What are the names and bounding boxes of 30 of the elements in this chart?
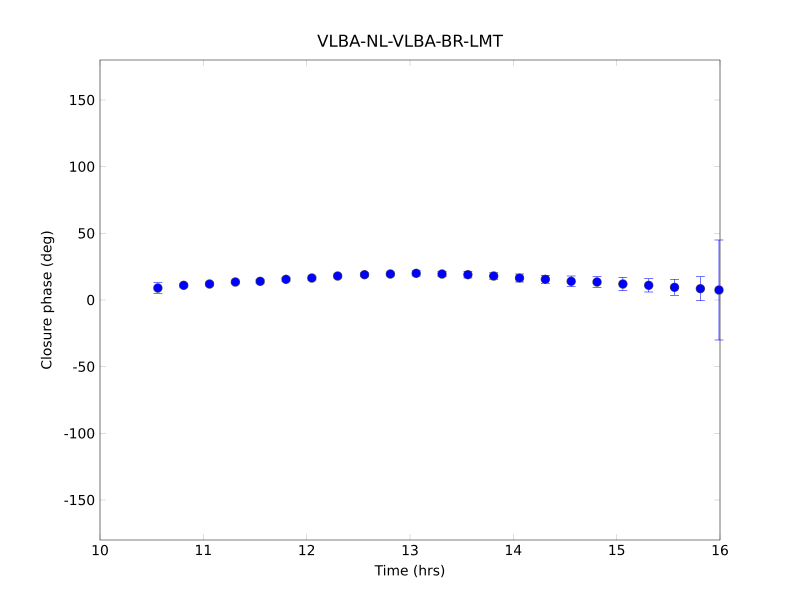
y-tick-label: 100 <box>70 161 94 172</box>
point <box>281 274 291 284</box>
y-axis-title: Closure phase (deg) <box>40 232 54 369</box>
point <box>307 273 317 283</box>
x-axis-title: Time (hrs) <box>374 564 444 578</box>
point <box>360 270 370 280</box>
y-tick-label: 150 <box>70 94 94 106</box>
y-tick-label: -50 <box>73 361 94 372</box>
x-tick-label: 10 <box>92 544 108 556</box>
x-tick-label: 12 <box>299 544 314 556</box>
point <box>332 271 342 281</box>
point <box>178 280 188 290</box>
y-tick-label: 0 <box>87 294 94 306</box>
point <box>386 269 396 279</box>
point <box>670 282 680 292</box>
x-tick-label: 16 <box>712 544 728 556</box>
point <box>255 276 265 286</box>
point <box>714 285 724 295</box>
x-tick-label: 15 <box>609 544 624 556</box>
x-tick-label: 14 <box>506 544 522 555</box>
point <box>204 279 214 289</box>
y-tick-label: -100 <box>64 428 94 439</box>
y-tick-label: -150 <box>64 494 94 506</box>
point <box>230 277 240 287</box>
x-tick-label: 13 <box>402 544 418 556</box>
y-tick-label: 50 <box>78 228 94 239</box>
point <box>696 284 706 294</box>
point <box>644 280 654 290</box>
chart-title: VLBA-NL-VLBA-BR-LMT <box>317 34 503 47</box>
x-tick-label: 11 <box>196 544 211 555</box>
